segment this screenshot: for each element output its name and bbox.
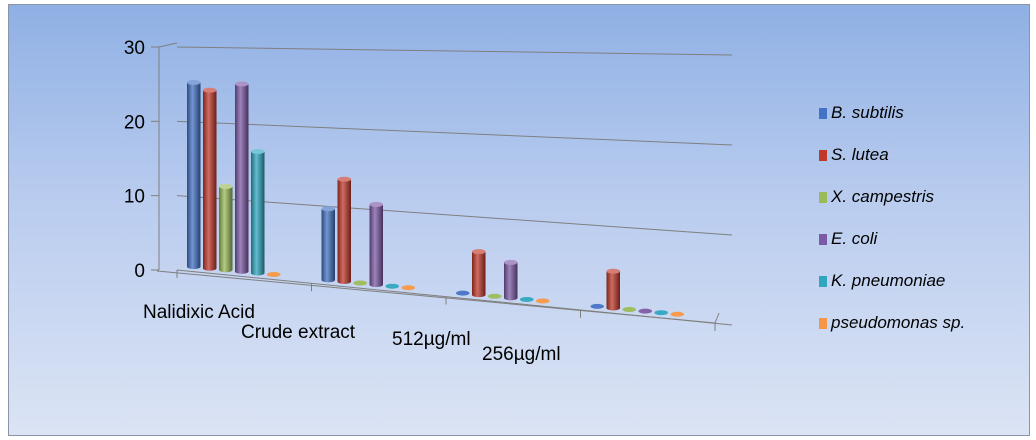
bar <box>670 311 684 317</box>
bar <box>504 259 518 301</box>
legend-label: B. subtilis <box>831 103 904 122</box>
bar <box>385 283 399 289</box>
x-tick-label: 256µg/ml <box>482 344 561 365</box>
bar <box>606 268 620 311</box>
y-tick-label: 20 <box>124 112 145 133</box>
bar <box>353 280 367 286</box>
x-axis <box>156 270 716 324</box>
bar <box>401 285 415 291</box>
bar <box>235 81 249 274</box>
bar <box>488 293 502 299</box>
x-tick-label: Crude extract <box>241 322 356 343</box>
legend-swatch <box>819 150 827 161</box>
wall-edge <box>158 42 178 48</box>
floor-edge <box>714 312 720 324</box>
legend-swatch <box>819 276 827 287</box>
legend: B. subtilis S. lutea X. campestris E. coli K… <box>819 103 965 332</box>
bar <box>251 148 265 276</box>
bar <box>590 303 604 309</box>
legend-label: E. coli <box>831 229 879 248</box>
legend-swatch <box>819 318 827 329</box>
gridline <box>176 120 733 146</box>
legend-label: S. lutea <box>831 145 889 164</box>
x-tick-label: 512µg/ml <box>392 329 471 350</box>
bar <box>622 307 636 313</box>
y-tick-label: 30 <box>124 38 145 59</box>
legend-label: X. campestris <box>830 187 934 206</box>
legend-swatch <box>819 108 827 119</box>
x-tick-label: Nalidixic Acid <box>143 302 255 323</box>
bar <box>472 249 486 298</box>
gridline <box>176 195 733 236</box>
bar <box>536 298 550 304</box>
chart-area: 0 10 20 30 Nalidixic Acid Crude extract 512µg/… <box>8 4 1030 436</box>
bar <box>456 290 470 296</box>
y-tick-label: 0 <box>134 261 145 282</box>
axes <box>151 42 720 331</box>
legend-swatch <box>819 234 827 245</box>
bar <box>638 308 652 314</box>
y-tick-label: 10 <box>124 187 145 208</box>
bar <box>187 79 201 270</box>
bar <box>369 201 383 288</box>
bar <box>337 176 351 284</box>
bar <box>321 206 335 283</box>
gridline <box>176 46 733 56</box>
bar <box>654 310 668 316</box>
bar <box>520 296 534 302</box>
bar <box>203 87 217 271</box>
legend-label: K. pneumoniae <box>831 271 945 290</box>
bar <box>267 272 281 278</box>
legend-label: pseudomonas sp. <box>830 313 965 332</box>
legend-swatch <box>819 192 827 203</box>
bar <box>219 184 233 273</box>
bars <box>187 79 684 317</box>
